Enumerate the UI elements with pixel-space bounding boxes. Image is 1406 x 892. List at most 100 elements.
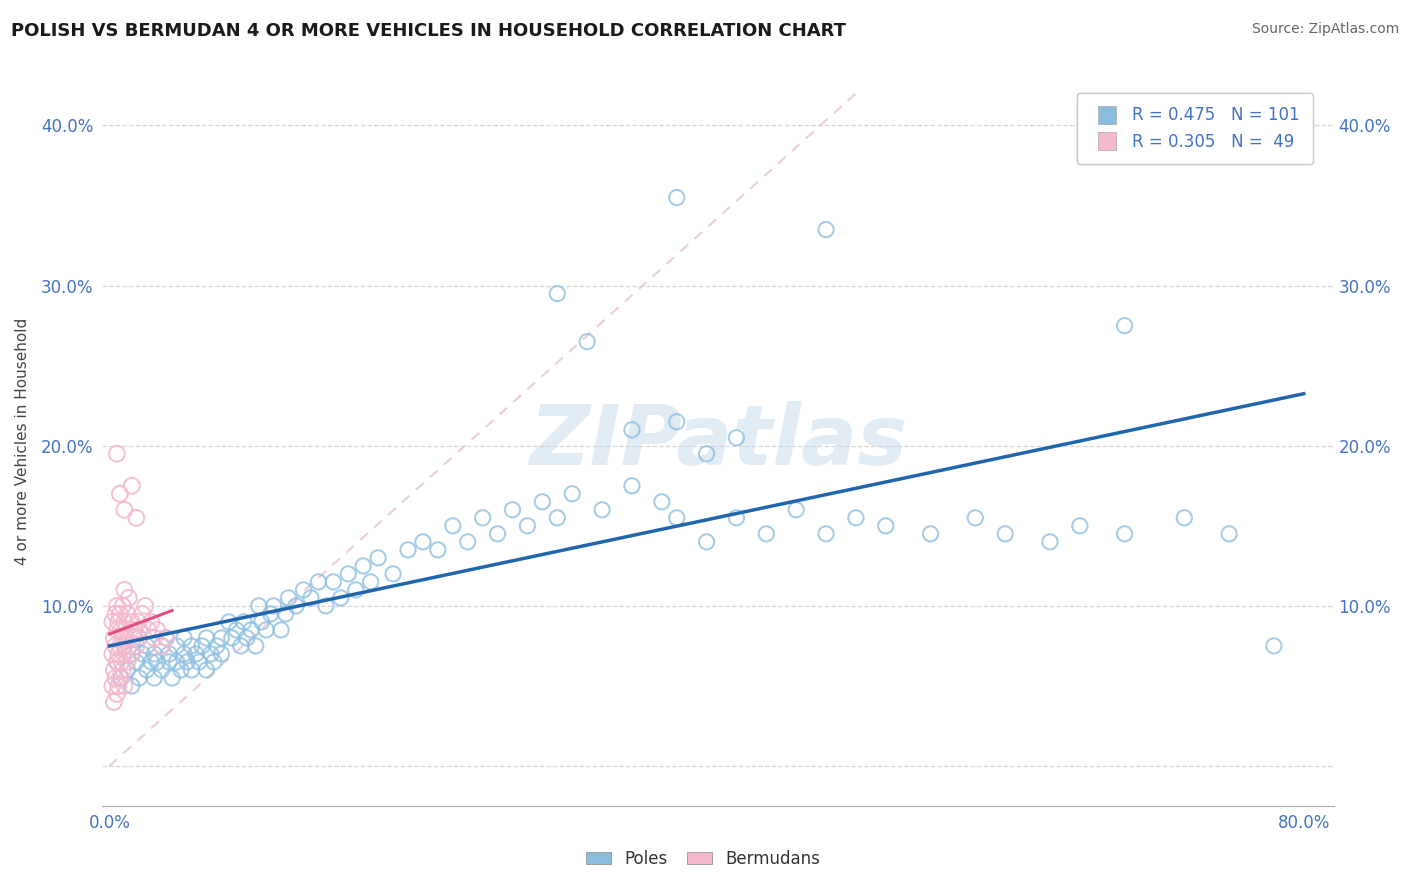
Point [173, 631, 195, 645]
Point [920, 526, 942, 541]
Point [315, 599, 337, 613]
Point [329, 591, 352, 605]
Point [118, 639, 141, 653]
Point [111, 631, 134, 645]
Point [104, 607, 127, 621]
Point [875, 518, 897, 533]
Point [121, 615, 143, 629]
Point [225, 623, 247, 637]
Point [128, 671, 150, 685]
Point [516, 518, 538, 533]
Point [131, 607, 153, 621]
Point [591, 503, 613, 517]
Point [146, 655, 169, 669]
Point [166, 639, 188, 653]
Point [141, 615, 163, 629]
Point [143, 671, 166, 685]
Point [143, 631, 166, 645]
Legend: R = 0.475   N = 101, R = 0.305   N =  49: R = 0.475 N = 101, R = 0.305 N = 49 [1077, 93, 1313, 164]
Point [111, 599, 134, 613]
Point [121, 647, 143, 661]
Point [576, 334, 599, 349]
Point [1173, 511, 1195, 525]
Point [135, 663, 157, 677]
Text: Source: ZipAtlas.com: Source: ZipAtlas.com [1251, 22, 1399, 37]
Point [135, 639, 157, 653]
Point [815, 222, 838, 236]
Point [105, 687, 128, 701]
Point [108, 671, 131, 685]
Point [134, 599, 156, 613]
Point [412, 534, 434, 549]
Point [457, 534, 479, 549]
Point [546, 286, 568, 301]
Point [121, 647, 143, 661]
Point [160, 671, 183, 685]
Point [531, 495, 554, 509]
Point [396, 542, 419, 557]
Point [150, 663, 173, 677]
Point [471, 511, 494, 525]
Point [221, 631, 243, 645]
Point [103, 663, 125, 677]
Point [307, 574, 329, 589]
Point [125, 511, 148, 525]
Point [180, 663, 202, 677]
Point [104, 671, 127, 685]
Point [110, 623, 132, 637]
Point [118, 591, 141, 605]
Point [131, 647, 153, 661]
Point [121, 479, 143, 493]
Point [965, 511, 987, 525]
Point [665, 415, 688, 429]
Point [107, 615, 129, 629]
Point [146, 623, 169, 637]
Point [112, 615, 135, 629]
Point [117, 663, 139, 677]
Point [696, 447, 718, 461]
Point [120, 623, 142, 637]
Point [157, 647, 180, 661]
Point [112, 582, 135, 597]
Point [112, 639, 135, 653]
Point [561, 487, 583, 501]
Point [232, 615, 254, 629]
Point [620, 479, 643, 493]
Point [725, 431, 748, 445]
Point [107, 679, 129, 693]
Point [105, 655, 128, 669]
Point [845, 511, 868, 525]
Point [122, 631, 145, 645]
Point [121, 679, 143, 693]
Point [426, 542, 449, 557]
Point [155, 631, 177, 645]
Point [111, 663, 134, 677]
Point [274, 607, 297, 621]
Point [755, 526, 778, 541]
Point [128, 623, 150, 637]
Point [101, 647, 124, 661]
Point [127, 615, 149, 629]
Point [180, 639, 202, 653]
Point [665, 190, 688, 204]
Point [263, 599, 285, 613]
Point [176, 655, 198, 669]
Point [103, 631, 125, 645]
Point [141, 655, 163, 669]
Point [218, 615, 240, 629]
Point [195, 663, 218, 677]
Point [236, 631, 259, 645]
Point [184, 647, 207, 661]
Point [150, 639, 173, 653]
Point [254, 623, 277, 637]
Point [107, 647, 129, 661]
Point [112, 647, 135, 661]
Point [101, 615, 124, 629]
Point [136, 623, 159, 637]
Point [188, 655, 211, 669]
Point [240, 623, 263, 637]
Point [815, 526, 838, 541]
Point [247, 599, 270, 613]
Point [299, 591, 322, 605]
Point [651, 495, 673, 509]
